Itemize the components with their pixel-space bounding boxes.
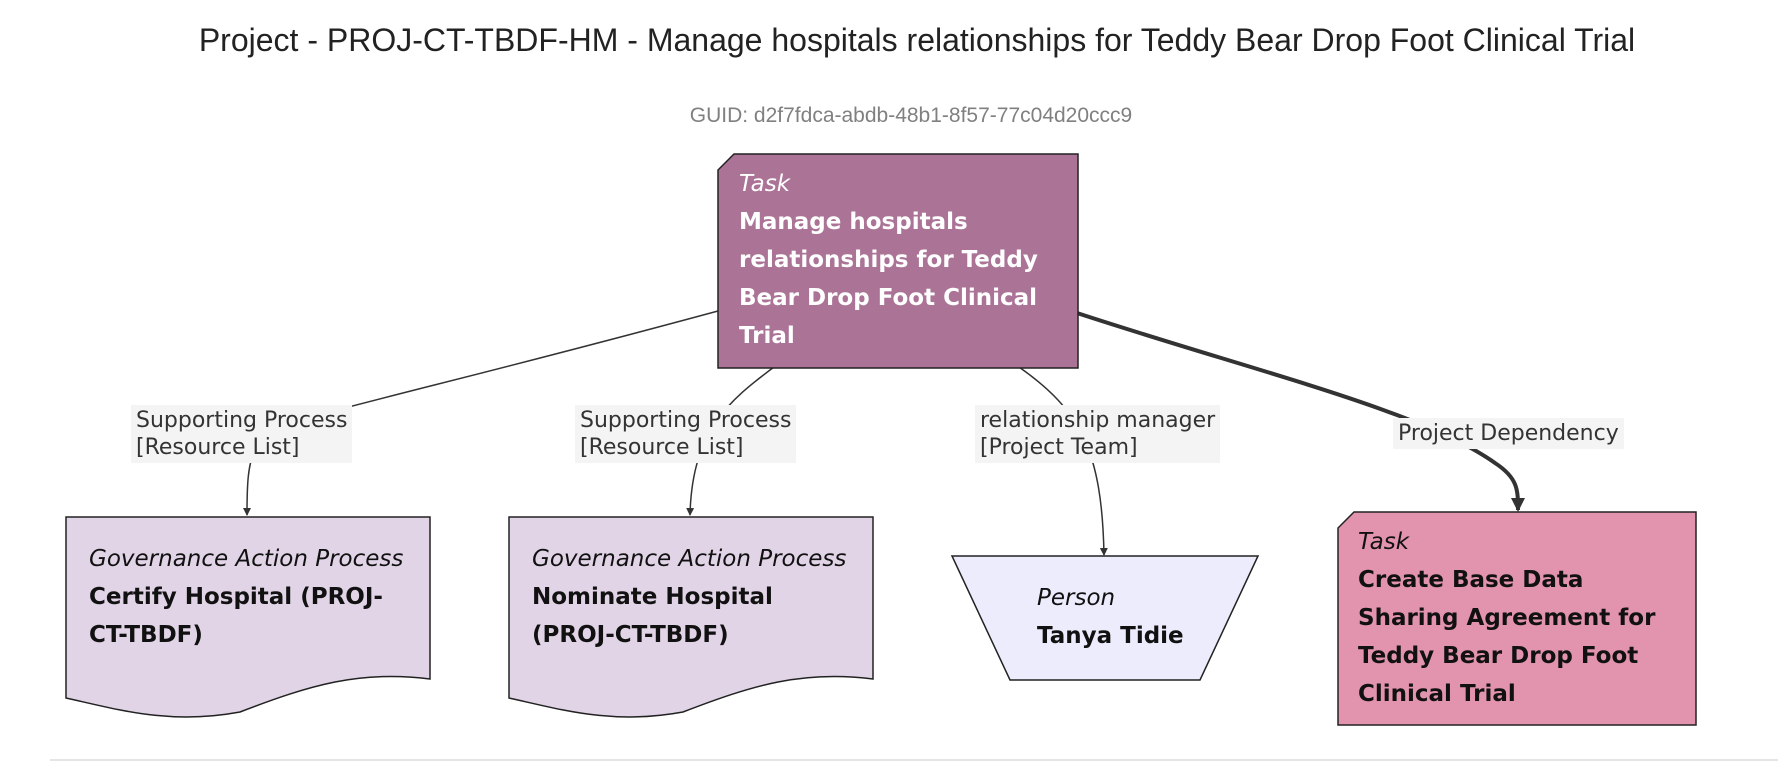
diagram-title: Project - PROJ-CT-TBDF-HM - Manage hospi…	[198, 22, 1636, 58]
edge-label-line2: [Resource List]	[136, 435, 300, 460]
edge-label-line2: [Project Team]	[980, 435, 1138, 460]
nominate-process-node[interactable]: Governance Action Process Nominate Hospi…	[532, 540, 862, 654]
dependency-task-shape[interactable]	[1337, 511, 1697, 726]
edge-label-dependency: Project Dependency	[1393, 418, 1624, 449]
edge-label-line1: relationship manager	[980, 408, 1216, 433]
certify-process-node[interactable]: Governance Action Process Certify Hospit…	[89, 540, 419, 654]
main-task-node[interactable]: Task Manage hospitals relationships for …	[739, 165, 1039, 355]
edge-label-person: relationship manager [Project Team]	[975, 405, 1221, 463]
node-kind: Task	[1358, 529, 1410, 555]
edge-label-nominate: Supporting Process [Resource List]	[575, 405, 797, 463]
nominate-process-shape[interactable]	[508, 516, 874, 718]
node-name: Create Base Data Sharing Agreement for T…	[1358, 567, 1656, 707]
edge-label-line2: [Resource List]	[580, 435, 744, 460]
node-kind: Task	[739, 171, 791, 197]
certify-process-shape[interactable]	[65, 516, 431, 718]
edge-label-certify: Supporting Process [Resource List]	[131, 405, 353, 463]
node-kind: Person	[1037, 585, 1116, 611]
bottom-divider	[50, 759, 1778, 761]
node-kind: Governance Action Process	[89, 546, 404, 572]
edge-label-line1: Supporting Process	[580, 408, 792, 433]
person-shape[interactable]	[950, 555, 1260, 681]
node-kind: Governance Action Process	[532, 546, 847, 572]
main-task-shape[interactable]	[717, 153, 1079, 369]
node-name: Tanya Tidie	[1037, 623, 1184, 649]
dependency-task-node[interactable]: Task Create Base Data Sharing Agreement …	[1358, 523, 1678, 713]
node-name: Certify Hospital (PROJ-CT-TBDF)	[89, 584, 383, 648]
edge-label-line1: Project Dependency	[1398, 421, 1619, 446]
node-name: Nominate Hospital (PROJ-CT-TBDF)	[532, 584, 773, 648]
person-node[interactable]: Person Tanya Tidie	[1037, 579, 1237, 655]
edge-label-line1: Supporting Process	[136, 408, 348, 433]
diagram-guid: GUID: d2f7fdca-abdb-48b1-8f57-77c04d20cc…	[689, 104, 1133, 127]
node-name: Manage hospitals relationships for Teddy…	[739, 209, 1038, 349]
